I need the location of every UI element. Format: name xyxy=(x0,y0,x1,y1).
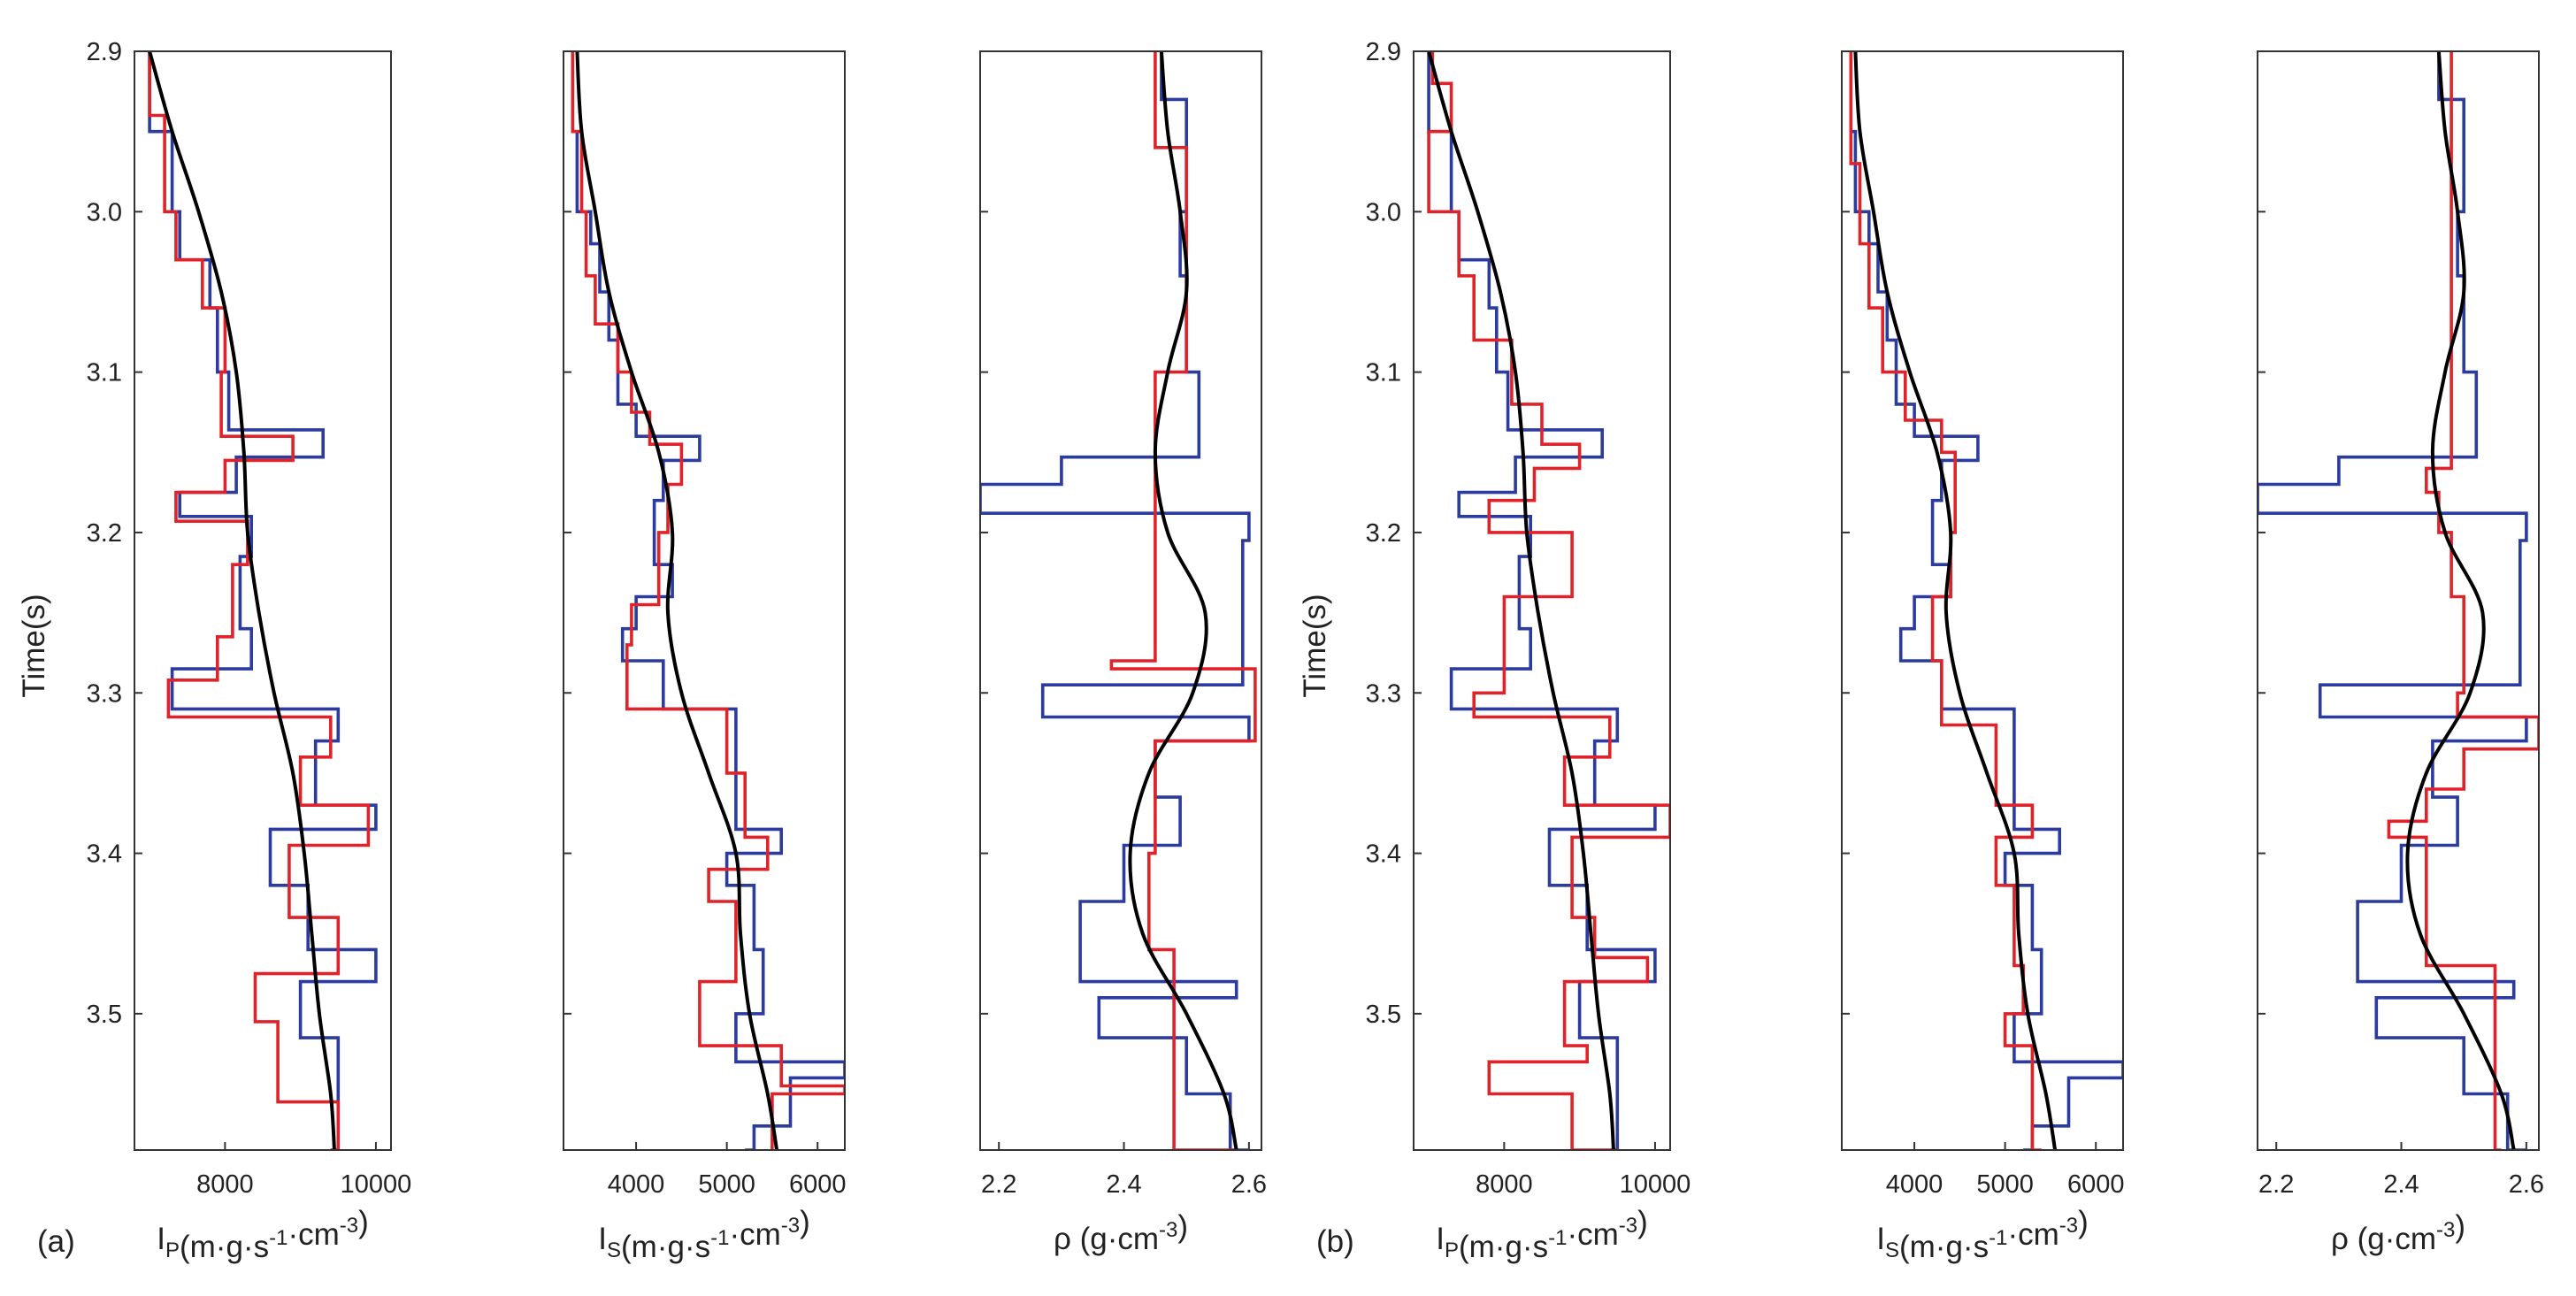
x-tick-label-a-ip-0: 8000 xyxy=(196,1170,254,1199)
y-tick-label-b-ip-0: 2.9 xyxy=(1366,38,1401,66)
series-true-a-is xyxy=(571,51,845,1150)
x-tick-label-b-ip-0: 8000 xyxy=(1476,1170,1533,1199)
series-inverted-b-rho xyxy=(2387,51,2539,1150)
x-tick-label-b-is-2: 6000 xyxy=(2067,1170,2125,1199)
x-tick-label-b-rho-2: 2.6 xyxy=(2509,1170,2544,1199)
axes-frame-b-rho xyxy=(2257,50,2540,1151)
panel-a-is: 4000 5000 6000 IS(m·g·s-1·cm-3) xyxy=(563,50,847,1264)
y-tick-label-a-ip-4: 3.3 xyxy=(87,679,122,708)
axes-frame-b-ip xyxy=(1413,50,1671,1151)
panel-b-ip: 2.9 3.0 3.1 3.2 3.3 3.4 3.5 8000 10000 IP(m·g·s-1… xyxy=(1366,38,1691,1264)
x-tick-label-a-ip-1: 10000 xyxy=(341,1170,412,1199)
series-initial-a-rho xyxy=(1128,51,1238,1150)
panel-b-rho: 2.2 2.4 2.6 ρ (g·cm-3) xyxy=(2257,50,2544,1256)
y-tick-label-b-ip-2: 3.1 xyxy=(1366,359,1401,387)
series-initial-a-is xyxy=(575,51,779,1150)
x-tick-label-a-is-0: 4000 xyxy=(608,1170,665,1199)
group-label-b: (b) xyxy=(1316,1224,1354,1259)
y-tick-label-a-ip-0: 2.9 xyxy=(87,38,122,66)
series-initial-b-rho xyxy=(2405,51,2516,1150)
series-true-a-ip xyxy=(148,51,378,1150)
x-tick-label-a-is-2: 6000 xyxy=(789,1170,847,1199)
series-inverted-a-is xyxy=(571,51,845,1150)
series-true-a-rho xyxy=(980,51,1251,1150)
x-tick-label-b-ip-1: 10000 xyxy=(1620,1170,1691,1199)
axes-frame-b-is xyxy=(1841,50,2124,1151)
x-tick-label-b-rho-0: 2.2 xyxy=(2258,1170,2294,1199)
y-tick-label-b-ip-3: 3.2 xyxy=(1366,519,1401,548)
x-axis-label-a-is: IS(m·g·s-1·cm-3) xyxy=(598,1205,810,1264)
x-axis-label-b-is: IS(m·g·s-1·cm-3) xyxy=(1876,1205,2089,1264)
panel-a-ip: 2.9 3.0 3.1 3.2 3.3 3.4 3.5 8000 10000 IP(m·g·s-1… xyxy=(87,38,412,1264)
panel-a-rho: 2.2 2.4 2.6 ρ (g·cm-3) xyxy=(979,50,1267,1256)
panel-b-is: 4000 5000 6000 IS(m·g·s-1·cm-3) xyxy=(1841,50,2125,1264)
x-axis-label-b-ip: IP(m·g·s-1·cm-3) xyxy=(1436,1205,1648,1264)
y-axis-label-b: Time(s) xyxy=(1298,594,1332,697)
series-inverted-a-rho xyxy=(1109,51,1257,1150)
series-true-b-ip xyxy=(1427,51,1657,1150)
y-tick-label-a-ip-5: 3.4 xyxy=(87,840,122,869)
y-tick-label-b-ip-4: 3.3 xyxy=(1366,679,1401,708)
x-tick-label-a-rho-2: 2.6 xyxy=(1231,1170,1267,1199)
series-initial-b-is xyxy=(1853,51,2058,1150)
series-initial-b-ip xyxy=(1427,51,1615,1150)
series-initial-a-ip xyxy=(148,51,336,1150)
y-tick-label-b-ip-6: 3.5 xyxy=(1366,1001,1401,1029)
y-tick-label-a-ip-6: 3.5 xyxy=(87,1001,122,1029)
y-axis-label-a: Time(s) xyxy=(17,594,51,697)
series-true-b-rho xyxy=(2258,51,2528,1150)
series-inverted-b-is xyxy=(1849,51,2042,1150)
y-tick-label-a-ip-2: 3.1 xyxy=(87,359,122,387)
series-inverted-a-ip xyxy=(148,51,371,1150)
x-tick-label-a-is-1: 5000 xyxy=(698,1170,755,1199)
y-tick-label-b-ip-1: 3.0 xyxy=(1366,198,1401,226)
y-tick-label-a-ip-3: 3.2 xyxy=(87,519,122,548)
y-tick-label-b-ip-5: 3.4 xyxy=(1366,840,1401,869)
x-tick-label-b-is-0: 4000 xyxy=(1886,1170,1944,1199)
x-axis-label-b-rho: ρ (g·cm-3) xyxy=(2331,1209,2465,1256)
series-inverted-b-ip xyxy=(1427,51,1670,1150)
axes-frame-a-ip xyxy=(134,50,392,1151)
x-tick-label-b-is-1: 5000 xyxy=(1976,1170,2034,1199)
group-label-a: (a) xyxy=(37,1224,75,1259)
y-tick-label-a-ip-1: 3.0 xyxy=(87,198,122,226)
x-tick-label-a-rho-0: 2.2 xyxy=(981,1170,1016,1199)
axes-frame-a-rho xyxy=(979,50,1262,1151)
x-axis-label-a-ip: IP(m·g·s-1·cm-3) xyxy=(157,1205,369,1264)
axes-frame-a-is xyxy=(563,50,846,1151)
series-true-b-is xyxy=(1849,51,2123,1150)
x-axis-label-a-rho: ρ (g·cm-3) xyxy=(1054,1209,1188,1256)
x-tick-label-a-rho-1: 2.4 xyxy=(1106,1170,1141,1199)
x-tick-label-b-rho-1: 2.4 xyxy=(2383,1170,2419,1199)
